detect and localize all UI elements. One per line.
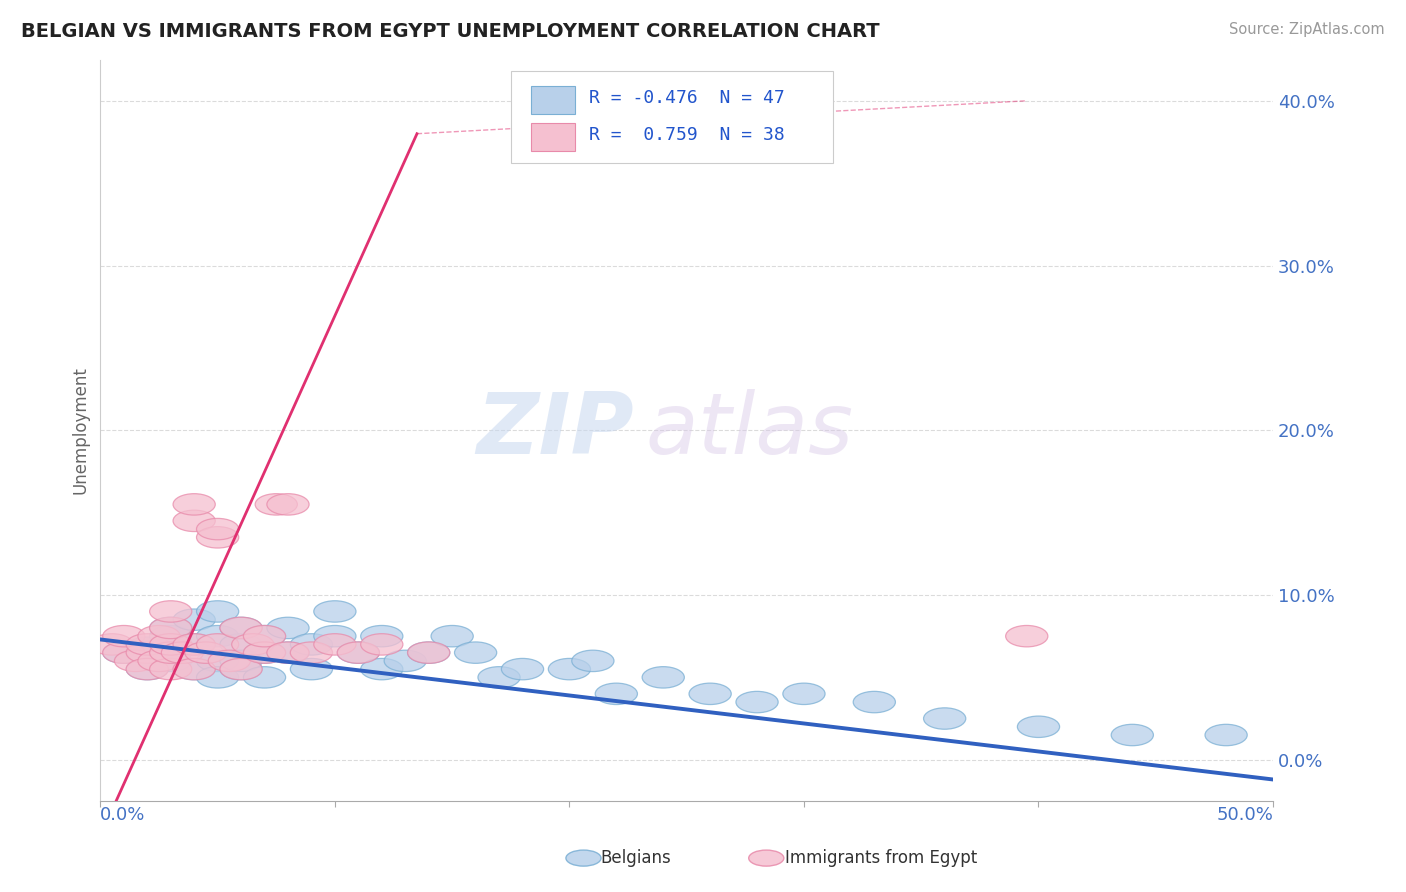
Ellipse shape <box>337 642 380 664</box>
Ellipse shape <box>689 683 731 705</box>
Ellipse shape <box>197 625 239 647</box>
Ellipse shape <box>197 600 239 622</box>
Ellipse shape <box>254 493 297 515</box>
Ellipse shape <box>1111 724 1153 746</box>
Y-axis label: Unemployment: Unemployment <box>72 367 89 494</box>
Ellipse shape <box>267 642 309 664</box>
Ellipse shape <box>290 642 333 664</box>
Ellipse shape <box>219 658 262 680</box>
Ellipse shape <box>127 633 169 655</box>
Ellipse shape <box>314 633 356 655</box>
Ellipse shape <box>454 642 496 664</box>
Ellipse shape <box>149 617 191 639</box>
Ellipse shape <box>208 650 250 672</box>
Ellipse shape <box>314 625 356 647</box>
Ellipse shape <box>103 642 145 664</box>
Ellipse shape <box>243 642 285 664</box>
Ellipse shape <box>924 708 966 730</box>
Ellipse shape <box>197 650 239 672</box>
Ellipse shape <box>103 642 145 664</box>
Ellipse shape <box>197 526 239 548</box>
Ellipse shape <box>267 642 309 664</box>
Ellipse shape <box>337 642 380 664</box>
Ellipse shape <box>361 625 404 647</box>
Ellipse shape <box>127 658 169 680</box>
Ellipse shape <box>91 633 134 655</box>
Text: Source: ZipAtlas.com: Source: ZipAtlas.com <box>1229 22 1385 37</box>
Ellipse shape <box>1018 716 1060 738</box>
Ellipse shape <box>408 642 450 664</box>
Ellipse shape <box>232 633 274 655</box>
Text: R =  0.759  N = 38: R = 0.759 N = 38 <box>589 126 785 145</box>
Ellipse shape <box>595 683 637 705</box>
Ellipse shape <box>314 600 356 622</box>
Ellipse shape <box>173 510 215 532</box>
FancyBboxPatch shape <box>530 86 575 113</box>
Ellipse shape <box>103 625 145 647</box>
Text: BELGIAN VS IMMIGRANTS FROM EGYPT UNEMPLOYMENT CORRELATION CHART: BELGIAN VS IMMIGRANTS FROM EGYPT UNEMPLO… <box>21 22 880 41</box>
Ellipse shape <box>502 658 544 680</box>
FancyBboxPatch shape <box>510 70 834 163</box>
Ellipse shape <box>384 650 426 672</box>
Ellipse shape <box>267 493 309 515</box>
Ellipse shape <box>361 633 404 655</box>
Ellipse shape <box>149 658 191 680</box>
Ellipse shape <box>572 650 614 672</box>
Text: Belgians: Belgians <box>600 849 671 867</box>
Text: R = -0.476  N = 47: R = -0.476 N = 47 <box>589 89 785 107</box>
Ellipse shape <box>138 625 180 647</box>
Text: Immigrants from Egypt: Immigrants from Egypt <box>785 849 977 867</box>
Ellipse shape <box>114 650 156 672</box>
Ellipse shape <box>219 633 262 655</box>
Ellipse shape <box>432 625 474 647</box>
Ellipse shape <box>735 691 778 713</box>
Ellipse shape <box>184 642 226 664</box>
Ellipse shape <box>138 650 180 672</box>
Ellipse shape <box>643 666 685 688</box>
Ellipse shape <box>219 617 262 639</box>
Ellipse shape <box>853 691 896 713</box>
Ellipse shape <box>1005 625 1047 647</box>
Ellipse shape <box>173 633 215 655</box>
Ellipse shape <box>149 625 191 647</box>
Ellipse shape <box>197 633 239 655</box>
Ellipse shape <box>127 642 169 664</box>
Text: ZIP: ZIP <box>477 389 634 472</box>
Ellipse shape <box>197 518 239 540</box>
Ellipse shape <box>478 666 520 688</box>
Ellipse shape <box>408 642 450 664</box>
Ellipse shape <box>361 658 404 680</box>
Ellipse shape <box>173 493 215 515</box>
Ellipse shape <box>127 658 169 680</box>
Ellipse shape <box>290 658 333 680</box>
Ellipse shape <box>219 617 262 639</box>
Ellipse shape <box>149 642 191 664</box>
Ellipse shape <box>149 650 191 672</box>
Ellipse shape <box>173 633 215 655</box>
Text: 0.0%: 0.0% <box>100 805 146 824</box>
Ellipse shape <box>243 642 285 664</box>
Text: atlas: atlas <box>645 389 853 472</box>
Ellipse shape <box>1205 724 1247 746</box>
Ellipse shape <box>219 658 262 680</box>
Ellipse shape <box>149 600 191 622</box>
Ellipse shape <box>243 625 285 647</box>
Ellipse shape <box>219 650 262 672</box>
Ellipse shape <box>162 642 204 664</box>
FancyBboxPatch shape <box>530 122 575 151</box>
Ellipse shape <box>173 658 215 680</box>
Ellipse shape <box>197 666 239 688</box>
Ellipse shape <box>149 617 191 639</box>
Ellipse shape <box>243 625 285 647</box>
Ellipse shape <box>173 609 215 631</box>
Ellipse shape <box>548 658 591 680</box>
Ellipse shape <box>267 617 309 639</box>
Ellipse shape <box>290 633 333 655</box>
Ellipse shape <box>127 637 169 658</box>
Ellipse shape <box>783 683 825 705</box>
Ellipse shape <box>243 666 285 688</box>
Ellipse shape <box>149 633 191 655</box>
Text: 50.0%: 50.0% <box>1216 805 1272 824</box>
Ellipse shape <box>173 658 215 680</box>
